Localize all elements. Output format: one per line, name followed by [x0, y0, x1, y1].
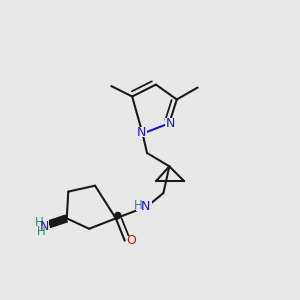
Text: N: N: [141, 200, 150, 213]
Text: H: H: [35, 216, 44, 229]
Bar: [135, 128, 147, 137]
Bar: [126, 236, 136, 245]
Bar: [37, 226, 49, 234]
Text: H: H: [37, 225, 45, 238]
Bar: [165, 118, 177, 128]
Text: N: N: [40, 220, 49, 233]
Text: N: N: [166, 117, 176, 130]
Text: H: H: [134, 199, 143, 212]
Bar: [37, 219, 49, 227]
Text: N: N: [136, 126, 146, 139]
Bar: [136, 201, 152, 211]
Text: O: O: [126, 234, 136, 247]
